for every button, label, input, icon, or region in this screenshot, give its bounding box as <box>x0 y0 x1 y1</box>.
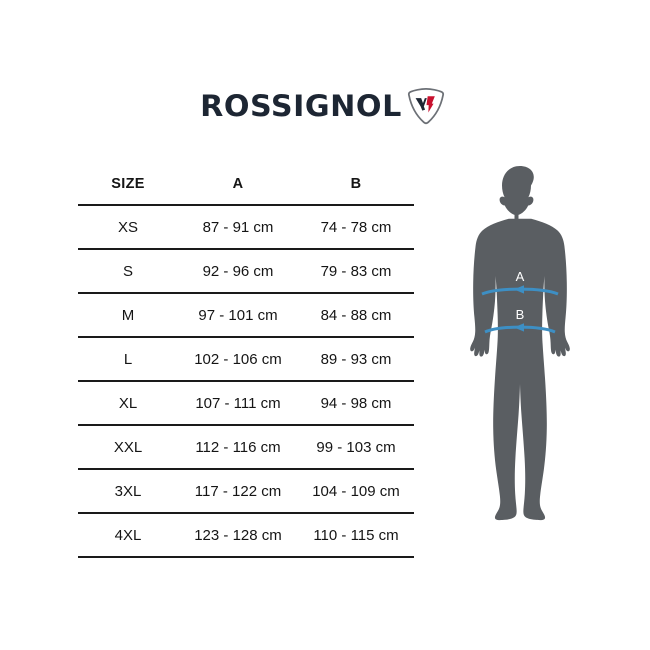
cell-a: 117 - 122 cm <box>178 468 298 513</box>
measurement-line-a: A <box>481 269 559 296</box>
table-row: M 97 - 101 cm 84 - 88 cm <box>78 292 414 337</box>
cell-size: XS <box>78 204 178 249</box>
cell-b: 104 - 109 cm <box>298 468 414 513</box>
table-row: XL 107 - 111 cm 94 - 98 cm <box>78 380 414 425</box>
measurement-label-b: B <box>516 307 525 322</box>
cell-size: S <box>78 248 178 293</box>
table-row: 3XL 117 - 122 cm 104 - 109 cm <box>78 468 414 513</box>
table-row: XXL 112 - 116 cm 99 - 103 cm <box>78 424 414 469</box>
cell-size: L <box>78 336 178 381</box>
table-row: 4XL 123 - 128 cm 110 - 115 cm <box>78 512 414 558</box>
cell-a: 123 - 128 cm <box>178 512 298 558</box>
cell-b: 84 - 88 cm <box>298 292 414 337</box>
cell-a: 92 - 96 cm <box>178 248 298 293</box>
measurement-label-a: A <box>516 269 525 284</box>
cell-size: M <box>78 292 178 337</box>
cell-size: 3XL <box>78 468 178 513</box>
cell-b: 89 - 93 cm <box>298 336 414 381</box>
table-row: XS 87 - 91 cm 74 - 78 cm <box>78 204 414 249</box>
cell-a: 102 - 106 cm <box>178 336 298 381</box>
measurement-line-b: B <box>484 307 556 334</box>
male-body-silhouette-icon <box>470 166 570 521</box>
cell-b: 110 - 115 cm <box>298 512 414 558</box>
rossignol-rooster-shield-icon <box>408 88 445 125</box>
cell-size: XXL <box>78 424 178 469</box>
column-header-a: A <box>232 176 244 192</box>
cell-a: 97 - 101 cm <box>178 292 298 337</box>
cell-b: 74 - 78 cm <box>298 204 414 249</box>
cell-a: 107 - 111 cm <box>178 380 298 425</box>
column-header-b: B <box>350 176 362 192</box>
brand-wordmark: ROSSIGNOL <box>199 88 402 123</box>
cell-b: 94 - 98 cm <box>298 380 414 425</box>
cell-a: 87 - 91 cm <box>178 204 298 249</box>
cell-size: 4XL <box>78 512 178 558</box>
brand-logo: ROSSIGNOL <box>0 78 650 134</box>
table-row: S 92 - 96 cm 79 - 83 cm <box>78 248 414 293</box>
cell-b: 79 - 83 cm <box>298 248 414 293</box>
table-row: L 102 - 106 cm 89 - 93 cm <box>78 336 414 381</box>
cell-a: 112 - 116 cm <box>178 424 298 469</box>
cell-b: 99 - 103 cm <box>298 424 414 469</box>
table-header-row: SIZE A B <box>78 176 414 205</box>
size-chart-table: SIZE A B XS 87 - 91 cm 74 - 78 cm S 92 -… <box>78 176 414 558</box>
column-header-size: SIZE <box>111 176 145 192</box>
measurement-figure: A B <box>440 162 600 532</box>
cell-size: XL <box>78 380 178 425</box>
